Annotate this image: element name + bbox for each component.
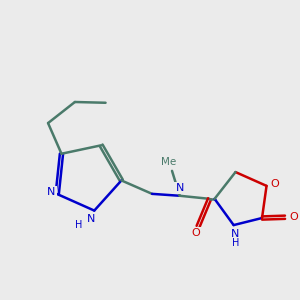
Text: O: O [192,228,200,238]
Text: O: O [289,212,298,222]
Text: H: H [75,220,82,230]
Text: N: N [87,214,95,224]
Text: N: N [176,183,184,193]
Text: N: N [47,187,56,197]
Text: Me: Me [161,158,177,167]
Text: N: N [231,229,240,238]
Text: O: O [271,179,279,189]
Text: H: H [232,238,239,248]
